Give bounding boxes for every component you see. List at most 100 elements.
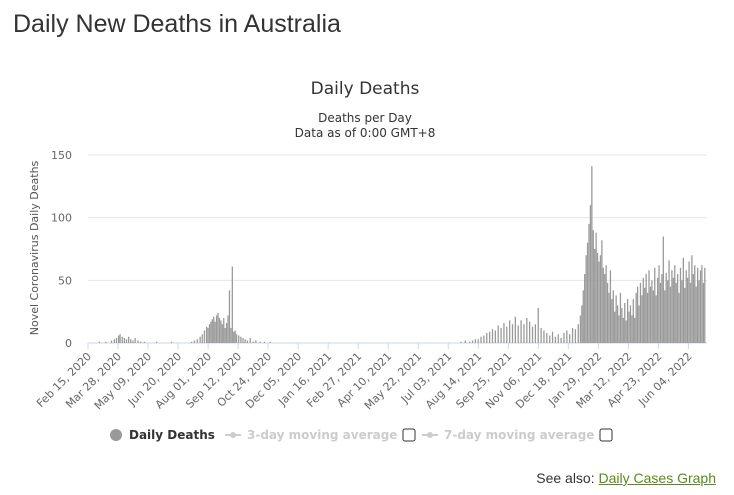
bar — [523, 324, 525, 343]
bar — [586, 242, 589, 343]
bar — [648, 270, 650, 343]
bar — [641, 295, 643, 343]
bar — [125, 339, 128, 343]
bar — [639, 282, 642, 343]
bar — [110, 340, 113, 343]
bar — [688, 261, 690, 343]
bar — [619, 292, 622, 343]
bar — [686, 277, 689, 343]
bar — [130, 339, 132, 343]
bar — [217, 312, 219, 343]
bar — [685, 270, 687, 343]
bar — [269, 341, 271, 343]
bar — [694, 265, 696, 343]
bar — [569, 334, 571, 343]
bar — [614, 311, 616, 343]
bar — [214, 321, 216, 343]
legend-checkbox[interactable] — [402, 428, 416, 442]
bar — [682, 257, 684, 343]
bar — [494, 330, 496, 343]
bar — [662, 236, 664, 343]
bar — [543, 330, 545, 343]
chart-subtitle-line1: Deaths per Day — [318, 111, 412, 125]
bar — [699, 270, 702, 343]
bar — [196, 339, 198, 343]
bar — [249, 337, 251, 343]
bar — [554, 336, 557, 343]
bar — [632, 299, 634, 343]
daily-deaths-chart: Daily Deaths Deaths per Day Data as of 0… — [28, 79, 707, 442]
y-axis-label: Novel Coronavirus Daily Deaths — [28, 160, 41, 335]
legend: Daily Deaths 3-day moving average 7-day mo… — [110, 428, 613, 442]
bar — [143, 341, 146, 343]
legend-item-2[interactable]: 3-day moving average — [225, 428, 397, 442]
bar — [664, 290, 666, 343]
legend-item-1[interactable]: Daily Deaths — [110, 428, 215, 442]
bar — [611, 299, 613, 343]
see-also-label: See also: — [536, 470, 595, 486]
bar — [566, 330, 568, 343]
bar — [629, 305, 632, 343]
legend-item-3[interactable]: 7-day moving average — [422, 428, 594, 442]
bar — [242, 337, 244, 343]
bar — [203, 330, 206, 343]
bar — [259, 341, 261, 343]
bar — [223, 317, 225, 343]
bar — [665, 272, 667, 343]
bar — [213, 316, 215, 343]
bar — [631, 315, 633, 343]
bar — [537, 307, 539, 343]
bar — [656, 277, 659, 343]
bar — [233, 331, 235, 343]
bar — [635, 292, 637, 343]
bar — [503, 322, 505, 343]
bar — [520, 320, 522, 343]
daily-cases-graph-link[interactable]: Daily Cases Graph — [598, 470, 717, 486]
bar — [240, 336, 242, 343]
bar — [255, 340, 257, 343]
bar — [609, 270, 612, 343]
bar — [128, 336, 130, 343]
bar — [701, 265, 703, 343]
bar — [480, 336, 482, 343]
bar — [661, 274, 663, 343]
bar — [132, 340, 134, 343]
bar — [234, 330, 236, 343]
bar — [644, 287, 646, 343]
bar — [625, 320, 627, 343]
bar — [621, 307, 623, 343]
bar — [105, 341, 107, 343]
bar — [651, 280, 653, 343]
bar — [588, 223, 590, 343]
bar — [98, 341, 101, 343]
bar — [118, 335, 120, 343]
bar — [134, 337, 136, 343]
bar — [207, 327, 209, 343]
bar — [205, 326, 208, 343]
y-tick-label: 150 — [51, 149, 72, 162]
bar — [225, 322, 228, 343]
y-axis-ticks: 0 50 100 150 — [51, 149, 72, 350]
legend-checkbox[interactable] — [599, 428, 613, 442]
bar — [471, 340, 474, 343]
bar — [218, 317, 221, 343]
bar — [540, 327, 542, 343]
bar — [582, 290, 584, 343]
bar — [594, 249, 596, 343]
legend-marker — [110, 429, 122, 441]
bar — [549, 335, 551, 343]
bar — [506, 326, 508, 343]
bar — [115, 337, 118, 343]
bar — [692, 274, 694, 343]
bar — [581, 305, 583, 343]
bar — [605, 265, 607, 343]
bar — [684, 287, 686, 343]
bar — [464, 340, 466, 343]
bar — [658, 265, 660, 343]
bar — [592, 230, 594, 343]
bar — [624, 302, 626, 343]
bar — [238, 335, 240, 343]
bar — [474, 339, 476, 343]
bar — [119, 334, 121, 343]
bars — [98, 166, 706, 343]
